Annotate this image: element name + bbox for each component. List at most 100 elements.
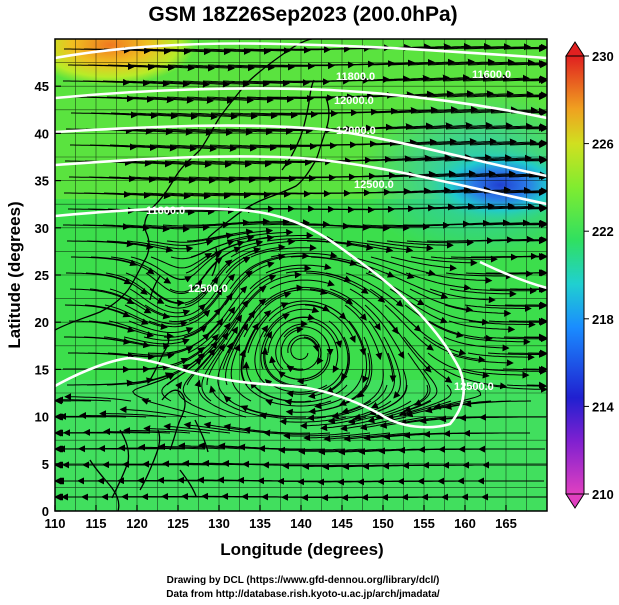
streamline <box>387 58 455 66</box>
x-tick-label: 120 <box>126 516 148 531</box>
streamline <box>409 138 477 146</box>
streamline <box>344 304 383 361</box>
streamline <box>403 336 453 383</box>
streamline <box>228 175 296 183</box>
streamline <box>343 432 411 443</box>
streamline <box>488 318 547 326</box>
streamline <box>162 221 230 229</box>
streamline <box>410 256 478 267</box>
streamline <box>353 384 408 421</box>
streamline <box>463 186 531 194</box>
streamline <box>385 272 449 300</box>
streamline <box>145 128 213 136</box>
contour-label: 12500.0 <box>188 283 228 295</box>
x-tick-label: 135 <box>249 516 271 531</box>
streamline <box>308 320 340 373</box>
streamline <box>124 304 188 328</box>
streamline <box>243 291 292 338</box>
streamline <box>305 272 369 294</box>
streamline <box>338 448 406 456</box>
streamline <box>346 240 414 254</box>
streamline <box>482 219 547 227</box>
streamline <box>428 320 493 342</box>
streamline <box>406 239 474 247</box>
streamline <box>364 304 405 359</box>
streamline <box>310 256 376 273</box>
streamline <box>275 320 308 370</box>
streamline <box>187 64 255 72</box>
streamline <box>329 288 381 331</box>
streamline <box>427 202 495 210</box>
streamline <box>403 368 438 413</box>
y-tick-label: 45 <box>35 79 49 94</box>
streamline <box>185 128 253 136</box>
streamline <box>285 400 352 416</box>
streamline <box>405 122 473 130</box>
streamline <box>225 323 249 386</box>
streamline <box>446 90 514 98</box>
streamline <box>125 272 185 307</box>
streamline <box>144 303 206 318</box>
streamline <box>165 251 223 280</box>
streamline <box>128 320 194 334</box>
streamline <box>125 128 193 136</box>
x-tick-label: 165 <box>495 516 517 531</box>
streamline <box>126 240 194 253</box>
streamline <box>163 423 231 434</box>
streamline <box>104 304 168 330</box>
streamline <box>382 221 450 229</box>
streamline <box>109 144 177 152</box>
streamline <box>362 223 430 231</box>
streamline <box>443 43 511 51</box>
streamline <box>486 91 547 99</box>
streamline <box>169 144 237 152</box>
streamline <box>265 263 332 274</box>
streamline <box>149 144 217 152</box>
streamline <box>107 64 175 72</box>
streamline <box>164 276 219 309</box>
credit-data: Data from http://database.rish.kyoto-u.a… <box>166 589 440 600</box>
streamline <box>442 368 508 390</box>
streamline <box>249 142 317 150</box>
x-axis-label: Longitude (degrees) <box>220 540 383 559</box>
streamline <box>189 246 242 290</box>
streamline <box>123 336 190 346</box>
streamline <box>123 48 191 55</box>
streamline <box>229 143 297 151</box>
streamline <box>448 320 516 333</box>
streamline <box>447 202 515 210</box>
x-tick-label: 155 <box>413 516 435 531</box>
streamline <box>148 176 216 184</box>
streamline <box>464 304 532 312</box>
streamline <box>385 122 453 130</box>
streamline <box>327 400 392 425</box>
y-tick-label: 0 <box>42 504 49 519</box>
streamline <box>143 325 208 341</box>
streamline <box>183 191 251 199</box>
streamline <box>244 271 302 306</box>
streamline <box>444 154 512 162</box>
streamline <box>83 428 151 436</box>
streamline <box>342 75 410 83</box>
streamline <box>166 96 234 104</box>
streamline <box>482 367 547 375</box>
streamline <box>408 320 467 356</box>
streamline <box>307 400 372 422</box>
streamline <box>424 304 490 326</box>
streamline <box>383 186 451 194</box>
chart-title: GSM 18Z26Sep2023 (200.0hPa) <box>148 3 457 26</box>
streamline <box>465 122 533 130</box>
streamline <box>189 144 257 152</box>
streamline <box>85 272 148 295</box>
streamline <box>109 288 171 320</box>
streamline <box>282 462 350 470</box>
streamline <box>308 352 349 400</box>
streamline <box>467 352 535 361</box>
streamline <box>202 218 270 226</box>
streamline <box>230 343 252 402</box>
streamline <box>410 105 478 114</box>
wind-streamlines <box>55 42 547 502</box>
streamline <box>108 320 174 340</box>
streamline <box>447 352 514 367</box>
streamline <box>429 288 496 304</box>
